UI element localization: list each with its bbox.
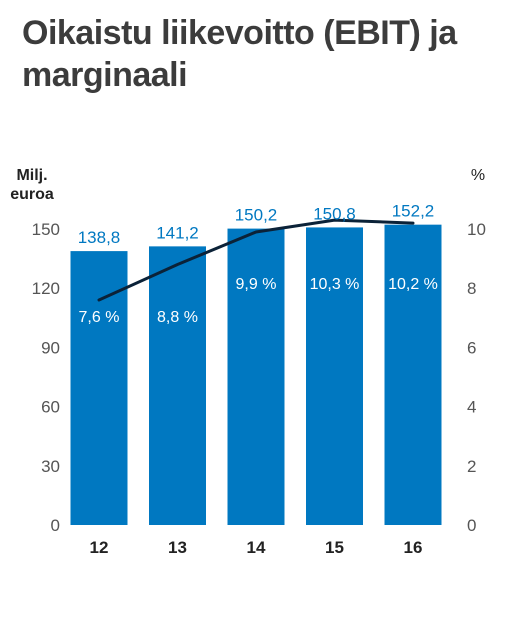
bar-value-label: 150,8: [313, 204, 356, 223]
left-tick-label: 30: [41, 457, 60, 476]
right-axis-title: %: [471, 167, 485, 184]
left-tick-label: 90: [41, 338, 60, 357]
margin-label: 8,8 %: [157, 309, 198, 326]
left-axis-title: Milj.: [16, 167, 47, 184]
bar-13: [149, 246, 206, 525]
category-label: 12: [90, 538, 109, 557]
right-tick-label: 6: [467, 338, 476, 357]
bar-14: [227, 228, 285, 525]
category-label: 15: [325, 538, 344, 557]
bar-value-label: 152,2: [392, 202, 435, 221]
category-label: 13: [168, 538, 187, 557]
left-tick-label: 60: [41, 398, 60, 417]
bar-15: [306, 227, 363, 525]
category-label: 16: [404, 538, 423, 557]
margin-label: 10,3 %: [310, 276, 360, 293]
chart-title: Oikaistu liikevoitto (EBIT) ja marginaal…: [22, 14, 457, 94]
bar-12: [70, 251, 128, 526]
right-tick-label: 4: [467, 398, 476, 417]
bar-value-label: 150,2: [235, 206, 278, 225]
bar-16: [384, 224, 442, 525]
bar-value-label: 141,2: [156, 223, 199, 242]
category-label: 14: [247, 538, 266, 557]
left-tick-label: 150: [32, 220, 60, 239]
right-tick-label: 10: [467, 220, 486, 239]
left-axis-title: euroa: [10, 186, 54, 203]
margin-label: 9,9 %: [236, 276, 277, 293]
margin-label: 7,6 %: [79, 309, 120, 326]
bar-value-label: 138,8: [78, 228, 121, 247]
right-tick-label: 8: [467, 279, 476, 298]
margin-label: 10,2 %: [388, 276, 438, 293]
right-tick-label: 0: [467, 516, 476, 535]
left-tick-label: 0: [51, 516, 60, 535]
left-tick-label: 120: [32, 279, 60, 298]
right-tick-label: 2: [467, 457, 476, 476]
